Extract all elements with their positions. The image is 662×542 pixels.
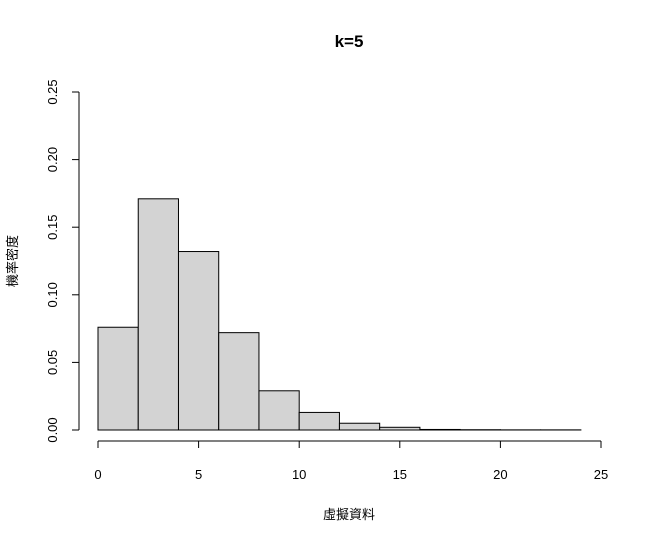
histogram-bar [218,332,260,431]
x-tick-label: 10 [292,467,306,482]
chart-title: k=5 [335,32,364,51]
histogram-bar [97,326,139,431]
x-tick-label: 25 [594,467,608,482]
x-tick-label: 20 [493,467,507,482]
y-tick-label: 0.20 [45,147,60,172]
x-tick-label: 15 [393,467,407,482]
y-tick-label: 0.25 [45,79,60,104]
histogram-bar [298,411,340,431]
y-axis: 0.00 0.05 0.10 0.15 0.20 0.25 [45,79,80,443]
y-tick-label: 0.10 [45,282,60,307]
bars-group [97,198,582,431]
y-tick-label: 0.05 [45,350,60,375]
x-tick-label: 0 [94,467,101,482]
histogram-bar [379,426,421,431]
x-tick-label: 5 [195,467,202,482]
y-tick-label: 0.00 [45,417,60,442]
histogram-bar [137,198,179,431]
histogram-bar [177,251,220,431]
x-axis: 0 5 10 15 20 25 [94,440,608,482]
x-axis-title: 虛擬資料 [323,507,375,522]
histogram-bar [338,422,381,431]
y-tick-label: 0.15 [45,215,60,240]
histogram-bar [258,390,300,431]
histogram-bar [419,428,461,431]
y-axis-title: 機率密度 [5,235,20,287]
